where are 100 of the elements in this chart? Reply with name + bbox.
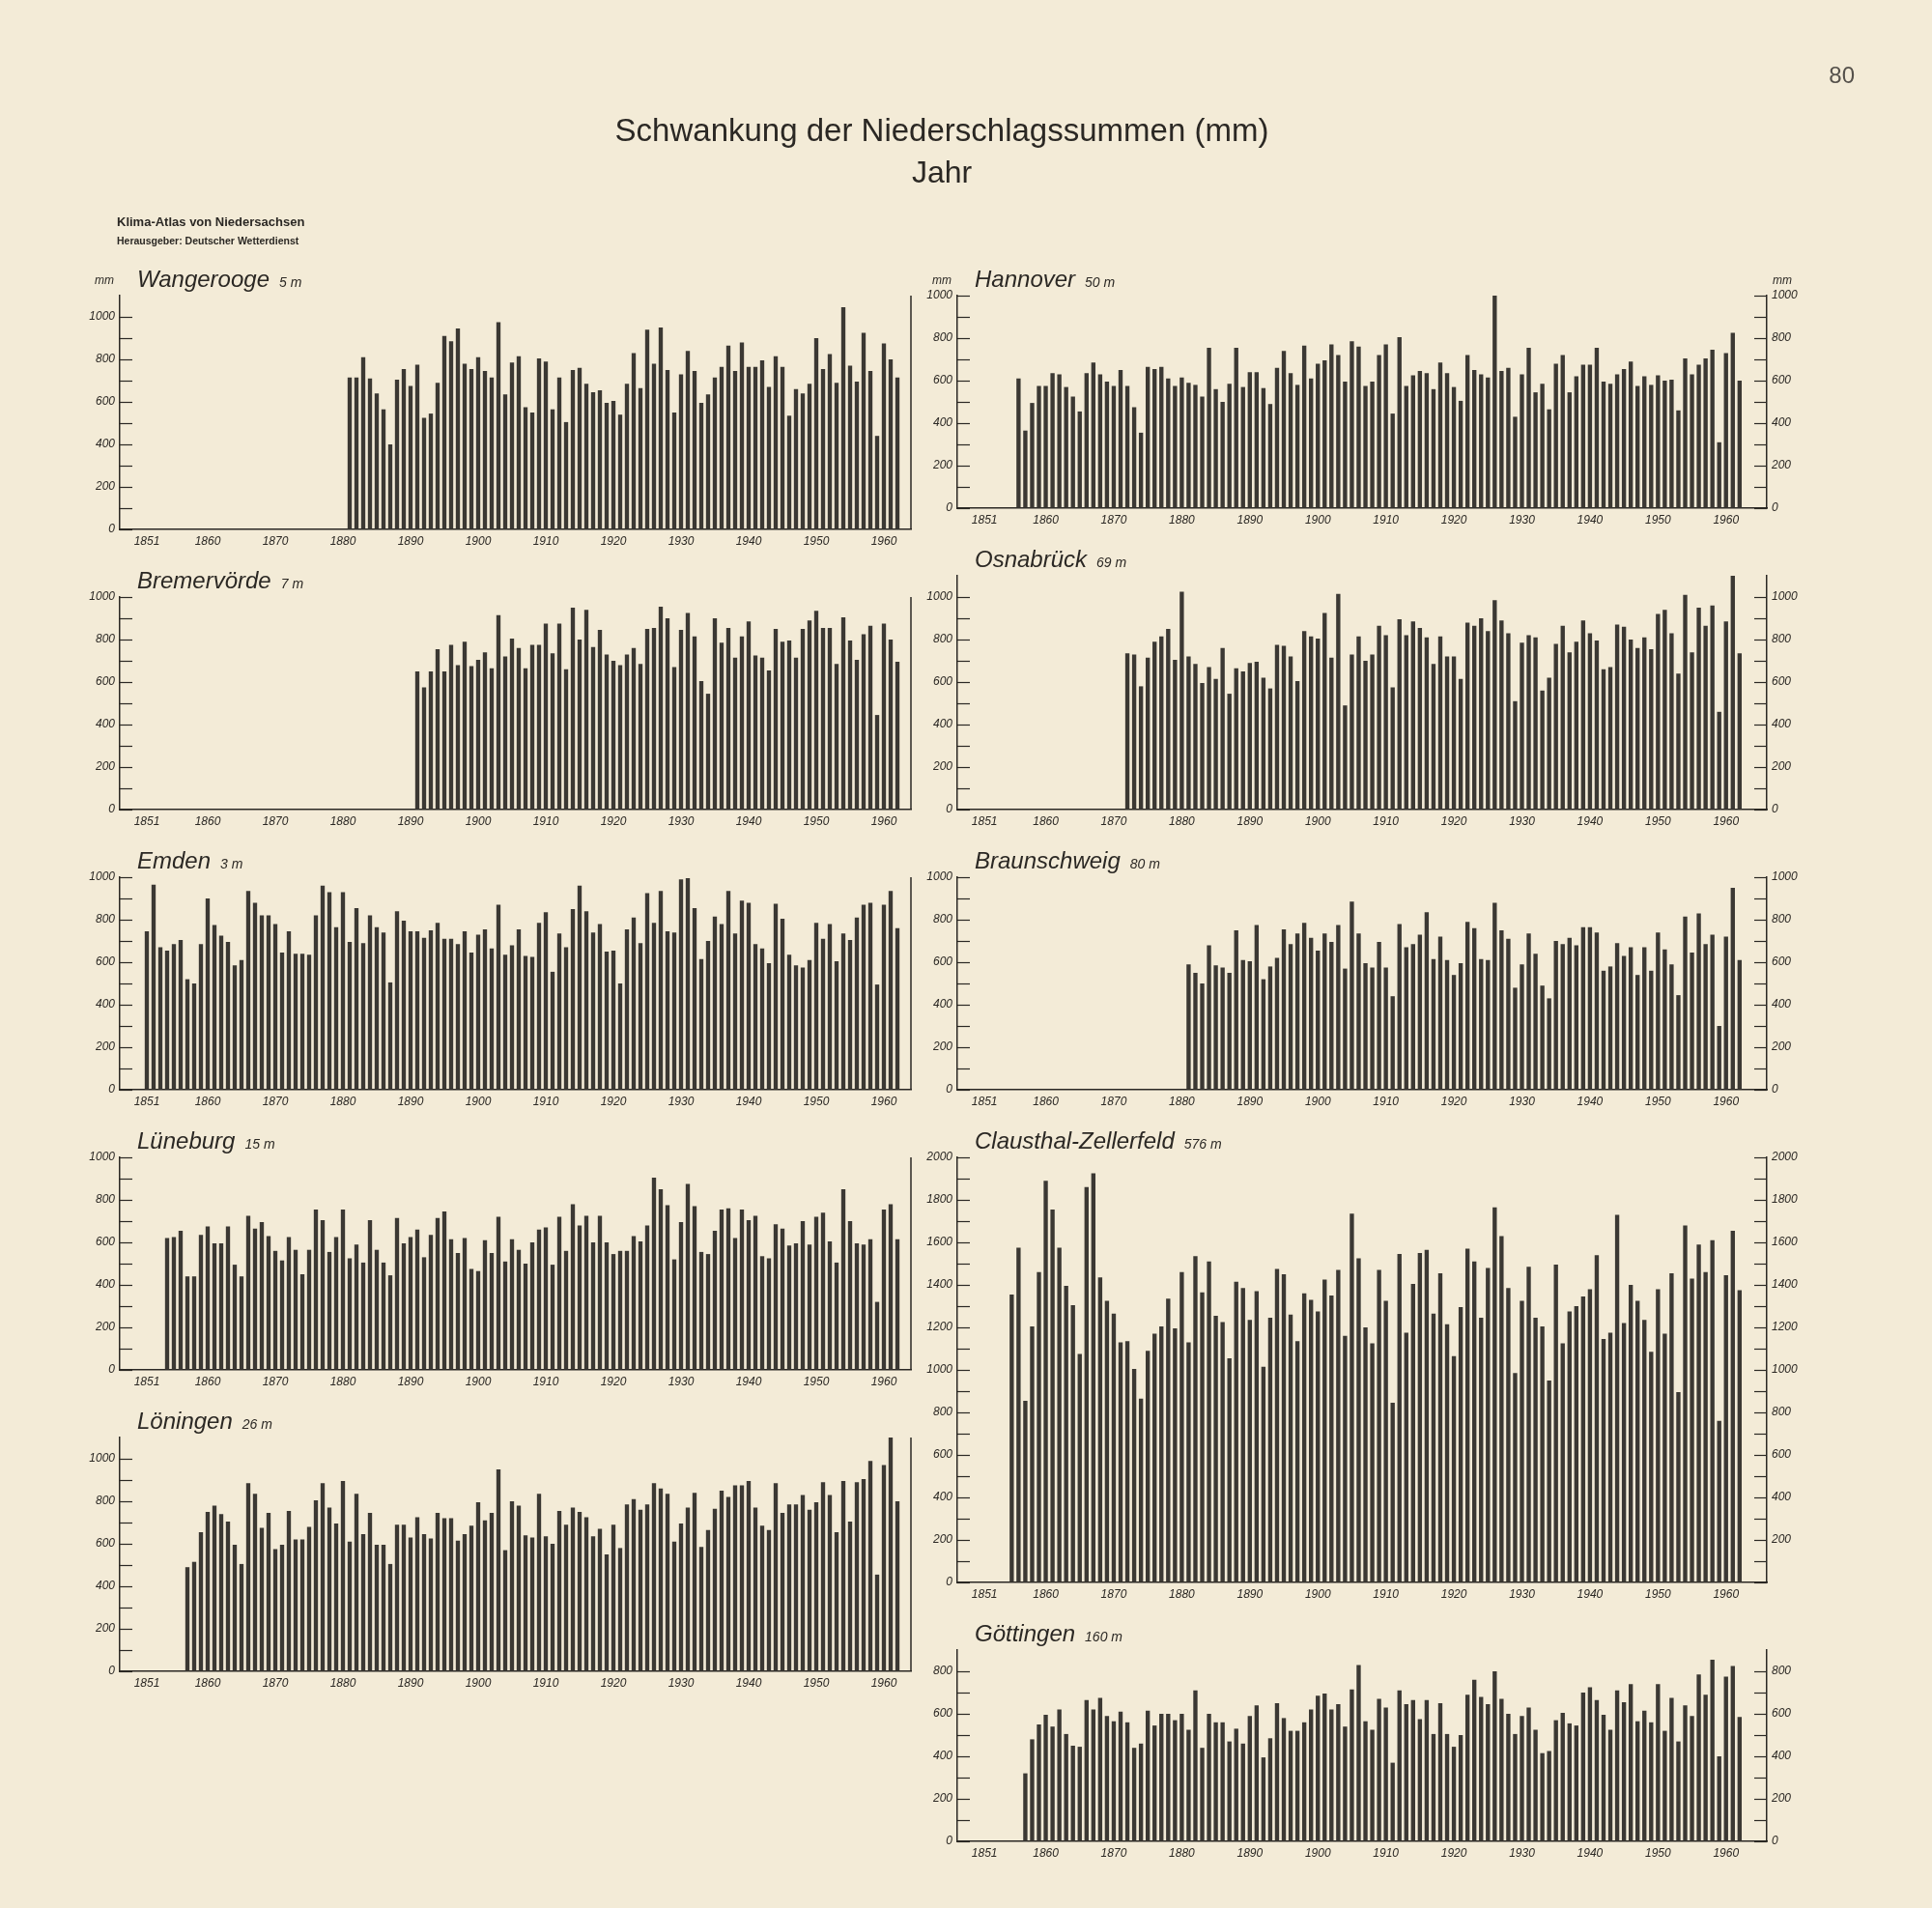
bar: [455, 328, 461, 529]
y-tick-label: 800: [932, 330, 953, 345]
bar: [374, 1545, 380, 1671]
y2-tick-label: 1000: [1772, 589, 1799, 604]
bar: [1526, 347, 1531, 508]
bar: [1567, 1311, 1572, 1582]
y2-tick-label: 400: [1772, 1490, 1792, 1504]
bar: [1166, 1298, 1171, 1582]
bar: [1642, 376, 1647, 508]
bar: [1607, 1729, 1613, 1841]
bar: [1200, 1748, 1205, 1841]
bar: [1486, 377, 1491, 508]
bar: [1499, 620, 1504, 810]
bar: [320, 885, 326, 1090]
y2-tick-label: 1000: [1772, 869, 1799, 884]
bar: [638, 1509, 643, 1671]
bar: [1472, 1679, 1477, 1841]
y-tick-label: 800: [95, 352, 116, 366]
bar: [1220, 967, 1225, 1090]
bar: [1520, 964, 1524, 1090]
bar: [1513, 1373, 1518, 1582]
bar: [374, 926, 380, 1090]
bar: [867, 1239, 873, 1370]
bar: [604, 1242, 610, 1370]
bar: [563, 1250, 569, 1370]
bar: [1179, 1271, 1184, 1582]
bar: [1499, 1698, 1504, 1841]
bar: [1628, 361, 1634, 508]
bar: [205, 1226, 211, 1370]
bar: [1240, 386, 1245, 508]
bar: [306, 954, 312, 1090]
bar: [1111, 1721, 1117, 1841]
bar: [1656, 613, 1661, 810]
bar: [1690, 652, 1694, 810]
bar: [529, 644, 535, 810]
bar: [1023, 1400, 1028, 1582]
bar: [489, 1513, 495, 1671]
bar: [678, 374, 684, 529]
y-tick-label: 1000: [89, 309, 116, 324]
chart-title: Osnabrück: [975, 546, 1090, 572]
bar: [1621, 955, 1627, 1090]
bar: [1377, 942, 1381, 1090]
bar: [1676, 673, 1681, 810]
bar: [1410, 621, 1415, 810]
bar: [1437, 936, 1443, 1090]
bar: [1173, 1720, 1178, 1841]
bar: [272, 1549, 278, 1671]
bar: [482, 371, 488, 529]
bar: [198, 1531, 204, 1671]
y-tick-label: 0: [946, 500, 953, 515]
bar: [1267, 688, 1273, 810]
bar: [1057, 374, 1062, 508]
bar: [1431, 388, 1436, 508]
bar: [1316, 950, 1321, 1090]
bar: [1064, 1733, 1068, 1841]
bar: [786, 954, 792, 1090]
bar: [1356, 346, 1361, 508]
bar: [1152, 368, 1157, 508]
bar: [1649, 1352, 1654, 1582]
bar: [685, 612, 691, 810]
bar: [1676, 995, 1681, 1090]
bar: [705, 1254, 711, 1370]
bar: [712, 916, 718, 1090]
bar: [381, 1545, 386, 1671]
bar: [1159, 1714, 1164, 1841]
bar: [414, 364, 420, 529]
bar: [1023, 1773, 1028, 1841]
bar: [1642, 637, 1647, 810]
bar: [1193, 1690, 1198, 1841]
bar: [698, 680, 704, 810]
bar: [1152, 1725, 1157, 1841]
bar: [604, 952, 610, 1090]
bar: [604, 403, 610, 529]
bar: [840, 1481, 846, 1671]
bar: [536, 923, 542, 1090]
bar: [1526, 1267, 1531, 1582]
bar: [347, 1258, 353, 1370]
bar: [185, 1567, 190, 1671]
bar: [1513, 987, 1518, 1090]
x-tick-label: 1930: [1509, 1845, 1536, 1860]
bar: [381, 409, 386, 529]
bar: [617, 983, 623, 1090]
x-tick-label: 1851: [133, 1675, 160, 1690]
bar: [401, 1524, 407, 1671]
x-tick-label: 1851: [133, 813, 160, 828]
bar: [543, 1227, 549, 1370]
x-tick-label: 1940: [1577, 512, 1604, 527]
bar: [671, 932, 677, 1090]
x-tick-label: 1910: [1373, 512, 1400, 527]
bar: [327, 1507, 332, 1671]
bar: [523, 668, 528, 810]
bar: [455, 1540, 461, 1671]
bar: [1492, 1671, 1497, 1841]
bar: [1084, 1186, 1089, 1582]
bar: [739, 1209, 745, 1370]
bar: [556, 1216, 562, 1370]
bar: [759, 1525, 765, 1671]
bar: [888, 1204, 894, 1370]
bar: [340, 1481, 346, 1671]
bar: [759, 657, 765, 810]
